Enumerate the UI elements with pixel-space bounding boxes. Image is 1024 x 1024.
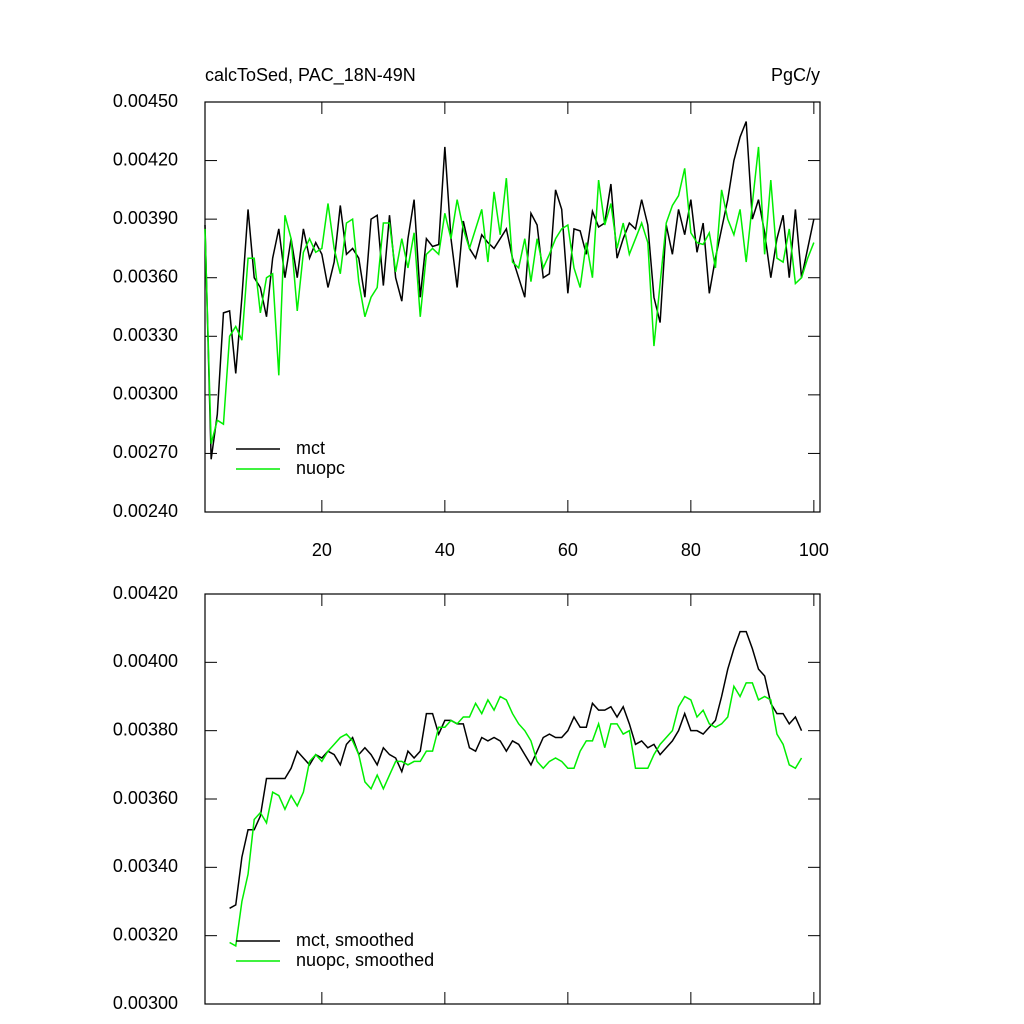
data-line — [204, 121, 815, 460]
y-tick-label: 0.00330 — [113, 325, 178, 345]
data-line — [229, 630, 803, 909]
y-tick-label: 0.00400 — [113, 651, 178, 671]
y-tick-label: 0.00380 — [113, 719, 178, 739]
y-tick-label: 0.00420 — [113, 583, 178, 603]
y-tick-label: 0.00390 — [113, 208, 178, 228]
y-tick-label: 0.00420 — [113, 149, 178, 169]
y-tick-label: 0.00300 — [113, 384, 178, 404]
x-tick-label: 80 — [681, 540, 701, 560]
data-line — [204, 146, 815, 444]
y-tick-label: 0.00270 — [113, 442, 178, 462]
units-label: PgC/y — [771, 65, 820, 85]
legend-label: nuopc — [296, 458, 345, 478]
y-tick-label: 0.00300 — [113, 993, 178, 1013]
legend-label: mct — [296, 438, 325, 458]
y-tick-label: 0.00450 — [113, 91, 178, 111]
y-tick-label: 0.00320 — [113, 924, 178, 944]
x-tick-label: 100 — [799, 540, 829, 560]
data-line — [229, 682, 803, 948]
y-tick-label: 0.00240 — [113, 501, 178, 521]
legend-label: nuopc, smoothed — [296, 950, 434, 970]
chart-title: calcToSed, PAC_18N-49N — [205, 65, 416, 86]
x-tick-label: 20 — [312, 540, 332, 560]
legend-label: mct, smoothed — [296, 930, 414, 950]
plot-frame — [204, 101, 821, 513]
y-tick-label: 0.00340 — [113, 856, 178, 876]
x-tick-label: 60 — [558, 540, 578, 560]
y-tick-label: 0.00360 — [113, 788, 178, 808]
y-tick-label: 0.00360 — [113, 266, 178, 286]
x-tick-label: 40 — [435, 540, 455, 560]
